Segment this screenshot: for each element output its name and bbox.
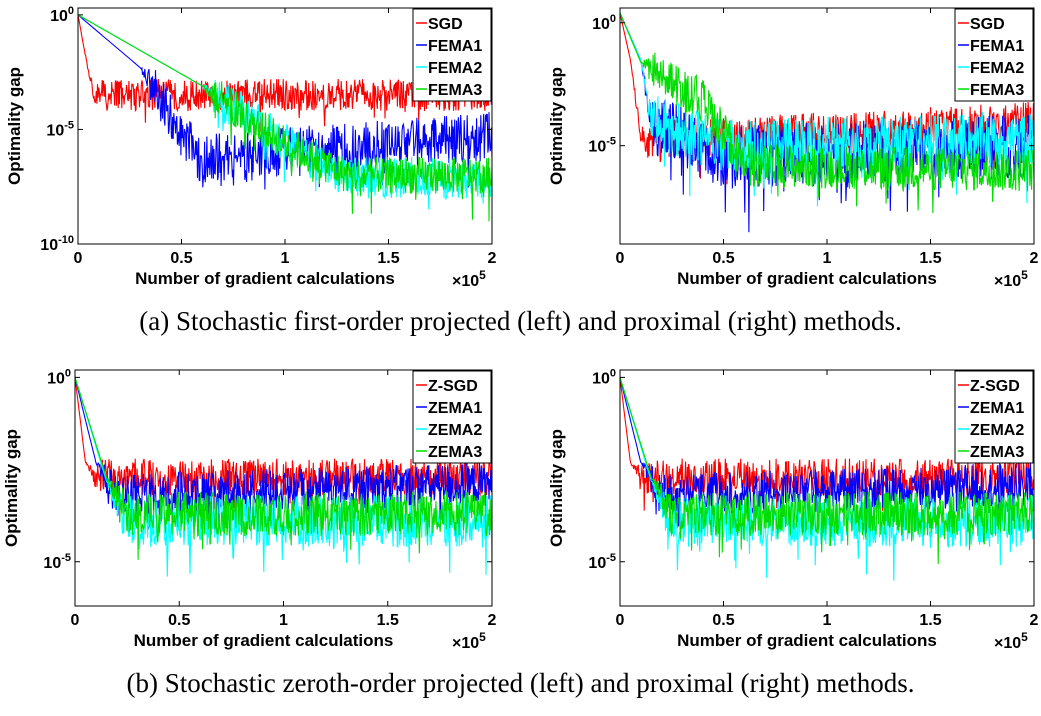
series-line-fema3 (78, 14, 492, 222)
chart-panel-1: 0 0.5 1 1.5 2 100 10-5 10-10 Number of gradient … (5, 5, 497, 290)
legend-label-fema3: FEMA3 (970, 82, 1024, 99)
legend-label-zema2: ZEMA2 (428, 422, 482, 439)
legend-label-zema2: ZEMA2 (970, 422, 1024, 439)
legend-label-zema3: ZEMA3 (428, 444, 482, 461)
series-group (620, 12, 1034, 233)
series-line-zema3 (620, 377, 1034, 565)
x-tick-label: 2 (488, 612, 497, 629)
x-tick-label: 1 (823, 250, 832, 267)
legend-label-fema2: FEMA2 (970, 60, 1024, 77)
legend-label-sgd: SGD (428, 16, 463, 33)
series-line-zema1 (75, 377, 492, 533)
x-axis-label: Number of gradient calculations (135, 269, 395, 288)
x-tick-label: 0 (616, 250, 625, 267)
legend-box (412, 8, 492, 102)
series-group (75, 377, 492, 577)
series-line-zema3 (75, 377, 492, 560)
x-tick-label: 1.5 (919, 250, 941, 267)
y-tick-label: 10-5 (46, 119, 74, 139)
legend: SGD FEMA1 FEMA2 FEMA3 (412, 8, 492, 102)
y-axis-label: Optimality gap (547, 429, 566, 547)
x-multiplier-label: ×105 (452, 630, 486, 652)
x-axis-label: Number of gradient calculations (134, 631, 394, 650)
legend-label-zema3: ZEMA3 (970, 444, 1024, 461)
x-tick-label: 2 (1030, 250, 1039, 267)
y-tick-label: 10-5 (588, 136, 616, 156)
chart-panel-3: 0 0.5 1 1.5 2 100 10-5 Number of gradient calcu… (2, 367, 497, 652)
x-tick-label: 2 (488, 250, 497, 267)
x-tick-label: 2 (1030, 612, 1039, 629)
legend-label-fema1: FEMA1 (970, 38, 1024, 55)
x-tick-label: 0.5 (168, 612, 190, 629)
x-tick-label: 0.5 (712, 612, 734, 629)
chart-panel-2: 0 0.5 1 1.5 2 100 10-5 Number of gradient calcu… (547, 7, 1039, 290)
x-axis-label: Number of gradient calculations (677, 631, 937, 650)
series-line-fema3 (620, 12, 1034, 214)
legend-label-fema2: FEMA2 (428, 60, 482, 77)
x-multiplier-label: ×105 (994, 268, 1028, 290)
legend-label-fema3: FEMA3 (428, 82, 482, 99)
legend-label-fema1: FEMA1 (428, 38, 482, 55)
y-tick-label: 10-5 (43, 552, 71, 572)
y-tick-label: 100 (47, 367, 71, 387)
x-tick-label: 1.5 (377, 612, 399, 629)
y-axis-label: Optimality gap (5, 67, 24, 185)
legend-box (954, 8, 1034, 102)
caption-a: (a) Stochastic first-order projected (le… (139, 306, 902, 336)
x-multiplier-label: ×105 (452, 268, 486, 290)
x-tick-label: 1.5 (919, 612, 941, 629)
legend-label-sgd: SGD (970, 16, 1005, 33)
legend-box (412, 370, 492, 464)
y-tick-label: 100 (592, 367, 616, 387)
caption-b: (b) Stochastic zeroth-order projected (l… (126, 668, 915, 698)
y-tick-label: 100 (50, 5, 74, 25)
x-tick-label: 1 (823, 612, 832, 629)
y-axis-label: Optimality gap (547, 67, 566, 185)
y-tick-label: 10-5 (588, 552, 616, 572)
x-tick-label: 0 (71, 612, 80, 629)
x-tick-label: 1 (279, 612, 288, 629)
legend-label-z-sgd: Z-SGD (428, 378, 478, 395)
x-tick-label: 1.5 (377, 250, 399, 267)
legend: Z-SGD ZEMA1 ZEMA2 ZEMA3 (954, 370, 1034, 464)
series-group (620, 377, 1034, 581)
x-tick-label: 0.5 (712, 250, 734, 267)
legend: Z-SGD ZEMA1 ZEMA2 ZEMA3 (412, 370, 492, 464)
x-tick-label: 0 (74, 250, 83, 267)
y-tick-label: 10-10 (40, 234, 74, 254)
x-tick-label: 0 (616, 612, 625, 629)
legend: SGD FEMA1 FEMA2 FEMA3 (954, 8, 1034, 102)
x-axis-label: Number of gradient calculations (677, 269, 937, 288)
series-line-fema2 (620, 12, 1034, 207)
x-tick-label: 0.5 (170, 250, 192, 267)
legend-label-z-sgd: Z-SGD (970, 378, 1020, 395)
legend-box (954, 370, 1034, 464)
y-axis-label: Optimality gap (2, 429, 21, 547)
x-multiplier-label: ×105 (994, 630, 1028, 652)
x-tick-label: 1 (281, 250, 290, 267)
legend-label-zema1: ZEMA1 (428, 400, 482, 417)
legend-label-zema1: ZEMA1 (970, 400, 1024, 417)
y-tick-label: 100 (592, 13, 616, 33)
chart-panel-4: 0 0.5 1 1.5 2 100 10-5 Number of gradient calcu… (547, 367, 1039, 652)
